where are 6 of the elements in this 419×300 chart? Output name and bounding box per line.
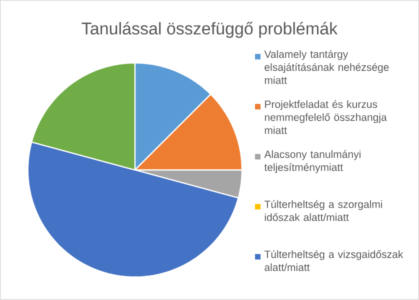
legend-label: Túlterheltség a szorgalmi időszak alatt/miatt: [264, 200, 382, 222]
legend-label: Projektfeladat és kurzus nemmegfelelő összhangja miatt: [264, 100, 387, 134]
legend-label: Valamely tantárgy elsajátításának nehézsége miatt: [264, 50, 389, 84]
chart-title: Tanulással összefüggő problémák: [82, 22, 338, 38]
legend-label: Túlterheltség a vizsgaidőszak alatt/miatt: [264, 250, 404, 272]
legend-label: Alacsony tanulmányi teljesítménymiatt: [264, 150, 360, 174]
